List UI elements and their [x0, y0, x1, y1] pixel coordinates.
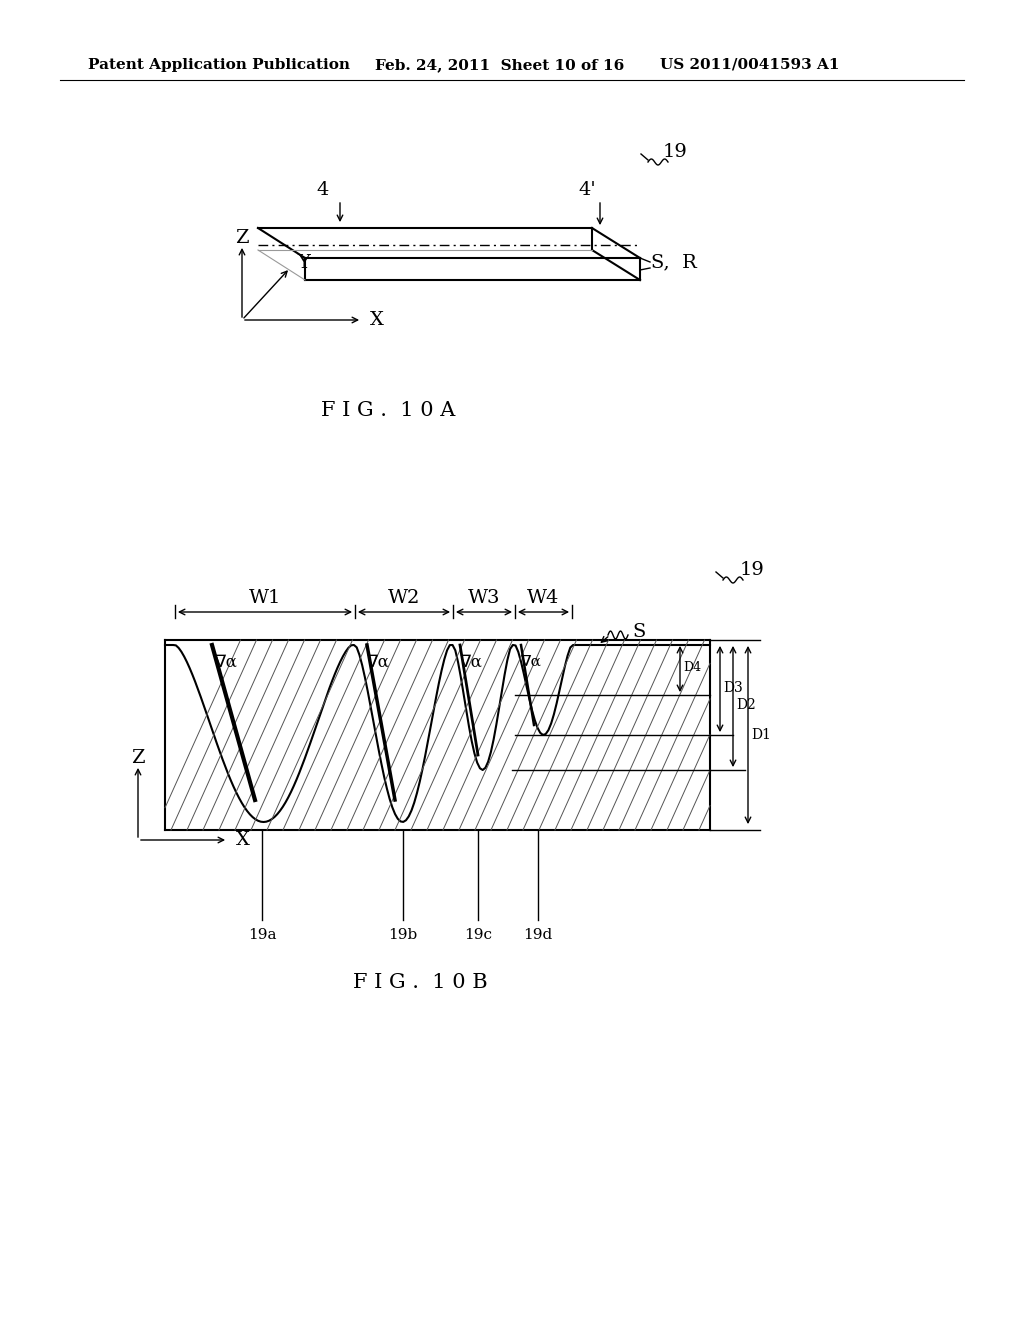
Text: Z: Z: [131, 748, 144, 767]
Text: X: X: [370, 312, 384, 329]
Text: F I G .  1 0 B: F I G . 1 0 B: [352, 973, 487, 991]
Text: D4: D4: [683, 661, 701, 675]
Text: 19: 19: [663, 143, 688, 161]
Text: Z: Z: [236, 228, 249, 247]
Text: D3: D3: [723, 681, 742, 694]
Text: D1: D1: [751, 729, 771, 742]
Text: S: S: [632, 623, 645, 642]
Text: 19a: 19a: [248, 928, 276, 942]
Text: ∇α: ∇α: [367, 653, 390, 671]
Text: 19d: 19d: [523, 928, 553, 942]
Text: S,  R: S, R: [651, 253, 697, 271]
Text: W3: W3: [468, 589, 501, 607]
Text: W4: W4: [527, 589, 560, 607]
Text: W2: W2: [388, 589, 420, 607]
Text: 4: 4: [316, 181, 329, 199]
Text: ∇α: ∇α: [215, 653, 238, 671]
Text: Feb. 24, 2011  Sheet 10 of 16: Feb. 24, 2011 Sheet 10 of 16: [375, 58, 625, 73]
Text: X: X: [236, 832, 250, 849]
Text: 19: 19: [740, 561, 765, 579]
Text: W1: W1: [249, 589, 282, 607]
Text: Y: Y: [297, 253, 310, 272]
Text: 4': 4': [579, 181, 596, 199]
Text: Patent Application Publication: Patent Application Publication: [88, 58, 350, 73]
Text: F I G .  1 0 A: F I G . 1 0 A: [321, 400, 456, 420]
Text: 19c: 19c: [464, 928, 492, 942]
Text: ∇α: ∇α: [460, 653, 483, 671]
Text: 19b: 19b: [388, 928, 418, 942]
Text: D2: D2: [736, 698, 756, 711]
Text: ∇α: ∇α: [521, 655, 542, 669]
Text: US 2011/0041593 A1: US 2011/0041593 A1: [660, 58, 840, 73]
